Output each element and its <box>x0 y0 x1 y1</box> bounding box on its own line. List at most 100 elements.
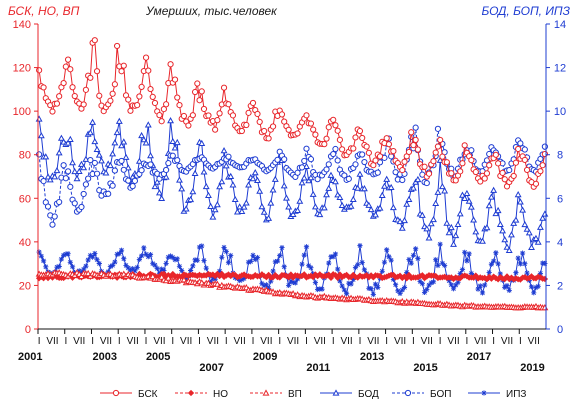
series-3-point <box>492 209 500 217</box>
series-3-point <box>207 202 215 209</box>
series-0-point <box>116 250 122 257</box>
series-0-point <box>448 282 454 288</box>
series-3-point <box>285 203 293 210</box>
series-5-point <box>332 122 339 129</box>
series-5-point <box>158 118 165 125</box>
series-4-point <box>71 200 78 207</box>
series-5-point <box>151 99 159 107</box>
series-3-point <box>521 220 529 228</box>
series-5-point <box>323 135 330 142</box>
left-axis-tick-label: 20 <box>19 280 31 292</box>
series-3-point <box>282 194 290 201</box>
series-3-point <box>89 118 97 125</box>
series-4-point <box>40 178 47 185</box>
series-0-point <box>81 266 87 272</box>
series-3-point <box>82 155 90 162</box>
series-0-point <box>112 259 118 265</box>
series-3-point <box>77 160 85 167</box>
series-5-point <box>390 148 397 155</box>
series-3-point <box>300 174 308 181</box>
series-0-point <box>393 282 399 288</box>
series-3-point <box>265 214 273 221</box>
series-5-point <box>499 169 506 176</box>
series-0-point <box>176 263 183 269</box>
series-0-point <box>370 291 376 298</box>
series-3-point <box>64 139 72 146</box>
series-3-point <box>347 202 355 209</box>
series-0-point <box>203 265 209 271</box>
series-4-point <box>517 140 524 147</box>
series-5-point <box>125 96 132 103</box>
legend-swatch-marker <box>332 389 340 396</box>
x-axis-month-label: VII <box>207 336 219 347</box>
series-4-point <box>521 146 528 153</box>
series-3-point <box>327 171 335 178</box>
series-0-point <box>127 267 134 273</box>
series-4-point <box>541 143 548 150</box>
series-0-point <box>488 261 495 267</box>
series-0-point <box>201 257 207 264</box>
series-5-point <box>372 157 379 164</box>
series-3-point <box>75 167 83 175</box>
series-4-point <box>294 169 301 176</box>
series-5-point <box>363 143 370 150</box>
series-5-point <box>127 107 134 114</box>
series-5-point <box>176 101 183 109</box>
series-3-point <box>238 207 246 214</box>
series-3-point <box>151 182 159 190</box>
series-3-point <box>118 142 126 149</box>
series-3-point <box>463 189 471 197</box>
series-5-point <box>321 141 328 148</box>
series-0-point <box>136 256 142 262</box>
series-5-point <box>405 148 413 156</box>
series-3-point <box>46 176 54 183</box>
legend-swatch-marker <box>187 389 195 397</box>
series-1-point <box>327 274 335 281</box>
series-0-point <box>326 260 332 266</box>
series-3-point <box>523 225 531 232</box>
left-axis-tick-label: 120 <box>13 63 31 75</box>
series-4-point <box>361 158 368 166</box>
series-3-point <box>202 182 210 190</box>
series-3-point <box>69 159 76 166</box>
series-3-point <box>452 231 460 239</box>
series-4-point <box>359 151 366 158</box>
series-3-point <box>383 175 391 182</box>
series-5-point <box>238 127 245 135</box>
series-0-point <box>482 282 488 288</box>
series-0-point <box>459 267 466 273</box>
series-0-point <box>339 283 345 289</box>
series-5-point <box>486 162 493 169</box>
series-5-point <box>472 168 479 176</box>
series-5-point <box>310 126 317 133</box>
series-5-point <box>138 83 145 90</box>
series-3-point <box>499 227 507 234</box>
series-5-point <box>492 151 499 158</box>
series-4-point <box>78 203 85 211</box>
series-3-point <box>487 193 495 200</box>
x-axis-month-label: I <box>359 336 362 347</box>
series-4-point <box>118 157 125 165</box>
x-axis-month-label: I <box>305 336 308 347</box>
series-3-point <box>153 178 161 185</box>
series-2 <box>35 269 549 311</box>
series-0-point <box>468 270 474 276</box>
right-axis-tick-label: 4 <box>557 237 563 249</box>
legend-label: НО <box>213 389 228 400</box>
series-3-point <box>171 144 179 151</box>
series-3-point <box>231 195 239 203</box>
series-5-point <box>459 160 466 167</box>
series-0-point <box>531 290 537 296</box>
series-3-point <box>503 243 511 250</box>
x-axis-month-label: I <box>171 336 174 347</box>
series-3-point <box>140 136 148 143</box>
series-3-point <box>254 176 261 183</box>
series-5-point <box>457 168 464 175</box>
series-5-point <box>481 175 488 182</box>
series-3-point <box>505 246 513 254</box>
series-3-point <box>320 204 328 211</box>
series-3-point <box>227 172 235 179</box>
series-5-point <box>171 76 179 83</box>
series-5-point <box>60 79 67 87</box>
series-0-point <box>150 261 156 267</box>
